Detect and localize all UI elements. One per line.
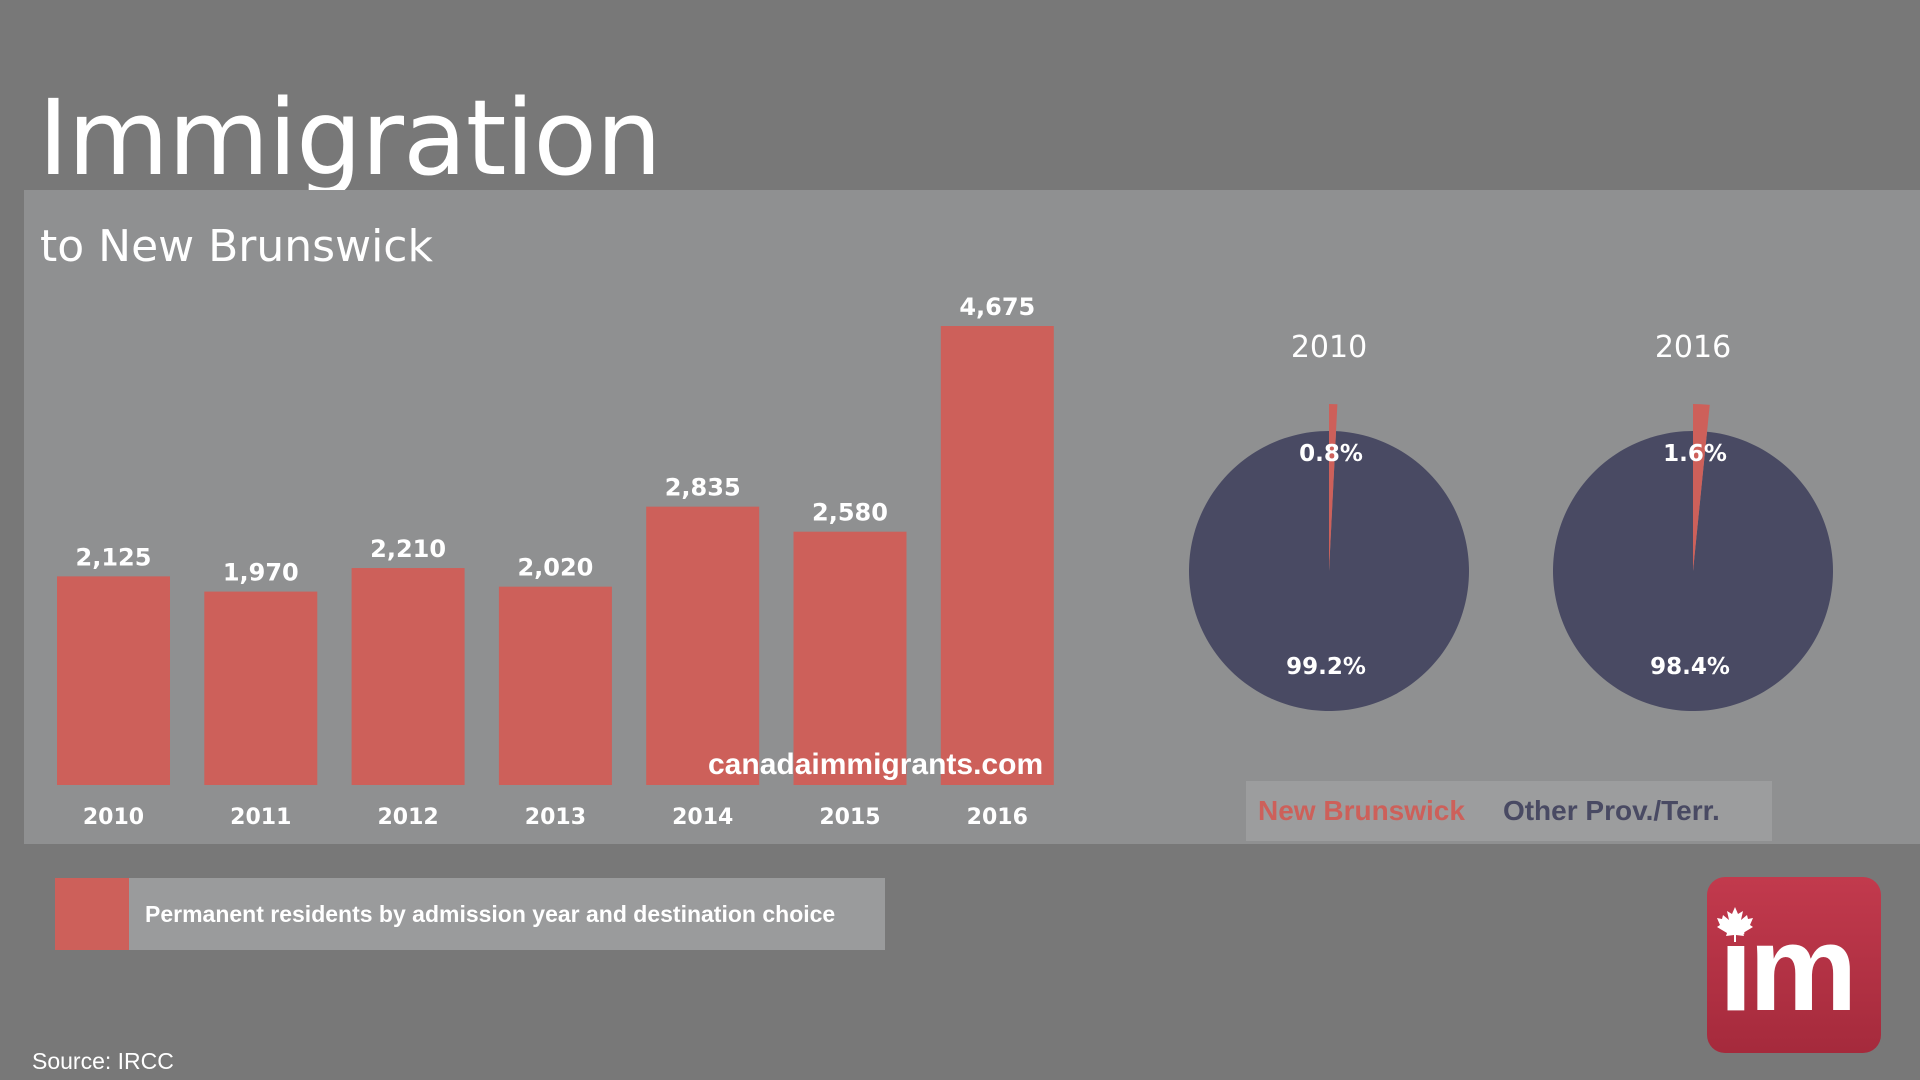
bar-value-label: 1,970 (223, 559, 299, 587)
pie-slice-other (1553, 431, 1834, 712)
legend-other-prov: Other Prov./Terr. (1502, 795, 1720, 826)
watermark: canadaimmigrants.com (708, 748, 1044, 781)
x-tick-label: 2010 (83, 805, 144, 830)
bar-2014 (646, 506, 760, 785)
bar-chart: 2,125 2010 1,970 2011 2,210 2012 2,020 2013 2,83… (57, 293, 1054, 830)
legend-new-brunswick: New Brunswick (1258, 795, 1465, 826)
x-tick-label: 2016 (967, 805, 1028, 830)
x-tick-label: 2011 (230, 805, 291, 830)
pie-value-label: 99.2% (1286, 654, 1366, 680)
bar-value-label: 2,020 (517, 554, 593, 582)
source-note: Source: IRCC (32, 1048, 174, 1074)
series-legend: Permanent residents by admission year an… (55, 878, 885, 950)
x-tick-label: 2015 (819, 805, 880, 830)
pie-slice-new-brunswick (1693, 404, 1710, 571)
bar-value-label: 2,835 (665, 474, 741, 502)
pie-value-label: 1.6% (1663, 441, 1727, 467)
bar-2016 (940, 326, 1054, 785)
pie-title: 2016 (1655, 330, 1731, 365)
legend-label: Permanent residents by admission year an… (145, 900, 836, 927)
bar-value-label: 2,210 (370, 535, 446, 563)
bar-2011 (204, 591, 318, 785)
maple-leaf-icon (1717, 907, 1753, 942)
bar-value-label: 4,675 (959, 293, 1035, 321)
pie-value-label: 0.8% (1299, 441, 1363, 467)
pie-value-label: 98.4% (1650, 654, 1730, 680)
bar-value-label: 2,580 (812, 499, 888, 527)
bar-2013 (498, 586, 612, 785)
page-subtitle: to New Brunswick (40, 221, 433, 272)
logo-text: im (1719, 900, 1857, 1036)
legend-swatch (55, 878, 129, 950)
brand-logo: im (1707, 877, 1881, 1053)
pie-slice-new-brunswick (1329, 404, 1338, 571)
pie-legend: New Brunswick Other Prov./Terr. (1246, 781, 1772, 841)
bar-value-label: 2,125 (76, 543, 152, 571)
pie-slice-other (1189, 431, 1470, 712)
bar-2010 (57, 576, 170, 785)
bar-2012 (351, 568, 465, 785)
pie-charts: 2010 0.8% 99.2% 2016 1.6% 98.4% (1189, 330, 1834, 712)
page-title: Immigration (38, 77, 662, 199)
pie-title: 2010 (1291, 330, 1367, 365)
x-tick-label: 2014 (672, 805, 733, 830)
x-tick-label: 2013 (525, 805, 586, 830)
bar-2015 (793, 531, 907, 785)
x-tick-label: 2012 (377, 805, 438, 830)
